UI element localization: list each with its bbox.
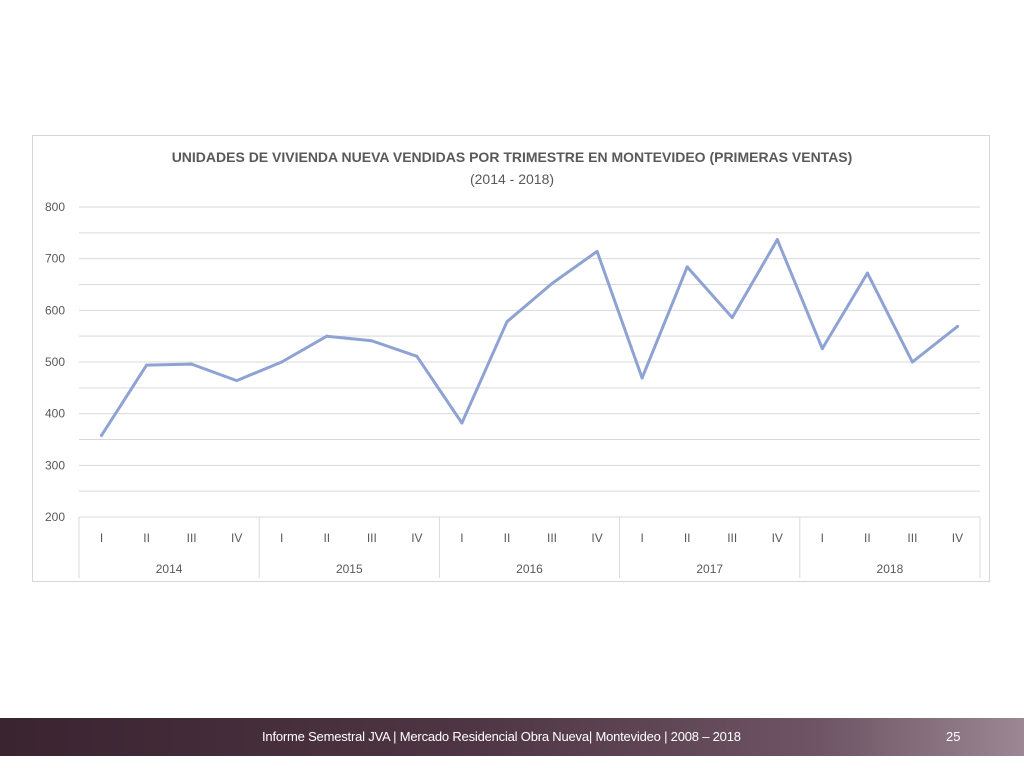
data-point: [370, 339, 374, 343]
footer-bar: Informe Semestral JVA | Mercado Residenc…: [0, 718, 1024, 756]
y-tick-label: 600: [45, 303, 65, 317]
x-tick-label: IV: [591, 531, 602, 545]
series-layer: [100, 238, 959, 437]
x-axis: [78, 517, 981, 578]
data-point: [145, 363, 149, 367]
x-tick-label: IV: [772, 531, 783, 545]
data-point: [955, 324, 959, 328]
x-tick-label: II: [143, 531, 150, 545]
y-axis-ticks: 800 700 600 500 400 300 200: [45, 200, 65, 524]
gridlines: [79, 206, 980, 518]
x-tick-label: IV: [231, 531, 242, 545]
year-label: 2014: [156, 562, 183, 576]
series-line: [100, 238, 959, 437]
x-tick-label: II: [323, 531, 330, 545]
x-tick-label: III: [187, 531, 197, 545]
year-label: 2015: [336, 562, 363, 576]
x-tick-label: I: [280, 531, 283, 545]
x-tick-label: I: [640, 531, 643, 545]
data-point: [775, 238, 779, 242]
chart-frame: [32, 135, 990, 582]
x-tick-label: II: [684, 531, 691, 545]
data-point: [640, 376, 644, 380]
chart-title: UNIDADES DE VIVIENDA NUEVA VENDIDAS POR …: [172, 149, 853, 165]
x-tick-label: IV: [952, 531, 963, 545]
data-point: [325, 334, 329, 338]
chart-subtitle: (2014 - 2018): [470, 171, 554, 187]
data-point: [280, 360, 284, 364]
x-tick-label: III: [727, 531, 737, 545]
y-tick-label: 500: [45, 355, 65, 369]
data-point: [460, 421, 464, 425]
data-point: [595, 249, 599, 253]
data-point: [865, 271, 869, 275]
year-label: 2018: [877, 562, 904, 576]
x-tick-label: II: [504, 531, 511, 545]
x-tick-label: III: [367, 531, 377, 545]
data-point: [910, 360, 914, 364]
x-tick-label: IV: [411, 531, 422, 545]
data-point: [505, 320, 509, 324]
page-number: 25: [946, 729, 961, 744]
x-tick-label: III: [547, 531, 557, 545]
year-label: 2016: [516, 562, 543, 576]
y-tick-label: 200: [45, 510, 65, 524]
data-point: [235, 379, 239, 383]
data-point: [685, 265, 689, 269]
year-label: 2017: [696, 562, 723, 576]
data-point: [415, 354, 419, 358]
data-point: [730, 316, 734, 320]
y-tick-label: 700: [45, 252, 65, 266]
data-point: [550, 281, 554, 285]
y-tick-label: 800: [45, 200, 65, 214]
data-point: [820, 347, 824, 351]
y-tick-label: 400: [45, 407, 65, 421]
data-point: [100, 433, 104, 437]
x-tick-label: III: [907, 531, 917, 545]
x-tick-label: II: [864, 531, 871, 545]
y-tick-label: 300: [45, 458, 65, 472]
footer-text: Informe Semestral JVA | Mercado Residenc…: [262, 729, 741, 744]
x-tick-label: I: [460, 531, 463, 545]
x-tick-label: I: [100, 531, 103, 545]
data-point: [190, 362, 194, 366]
x-tick-label: I: [821, 531, 824, 545]
